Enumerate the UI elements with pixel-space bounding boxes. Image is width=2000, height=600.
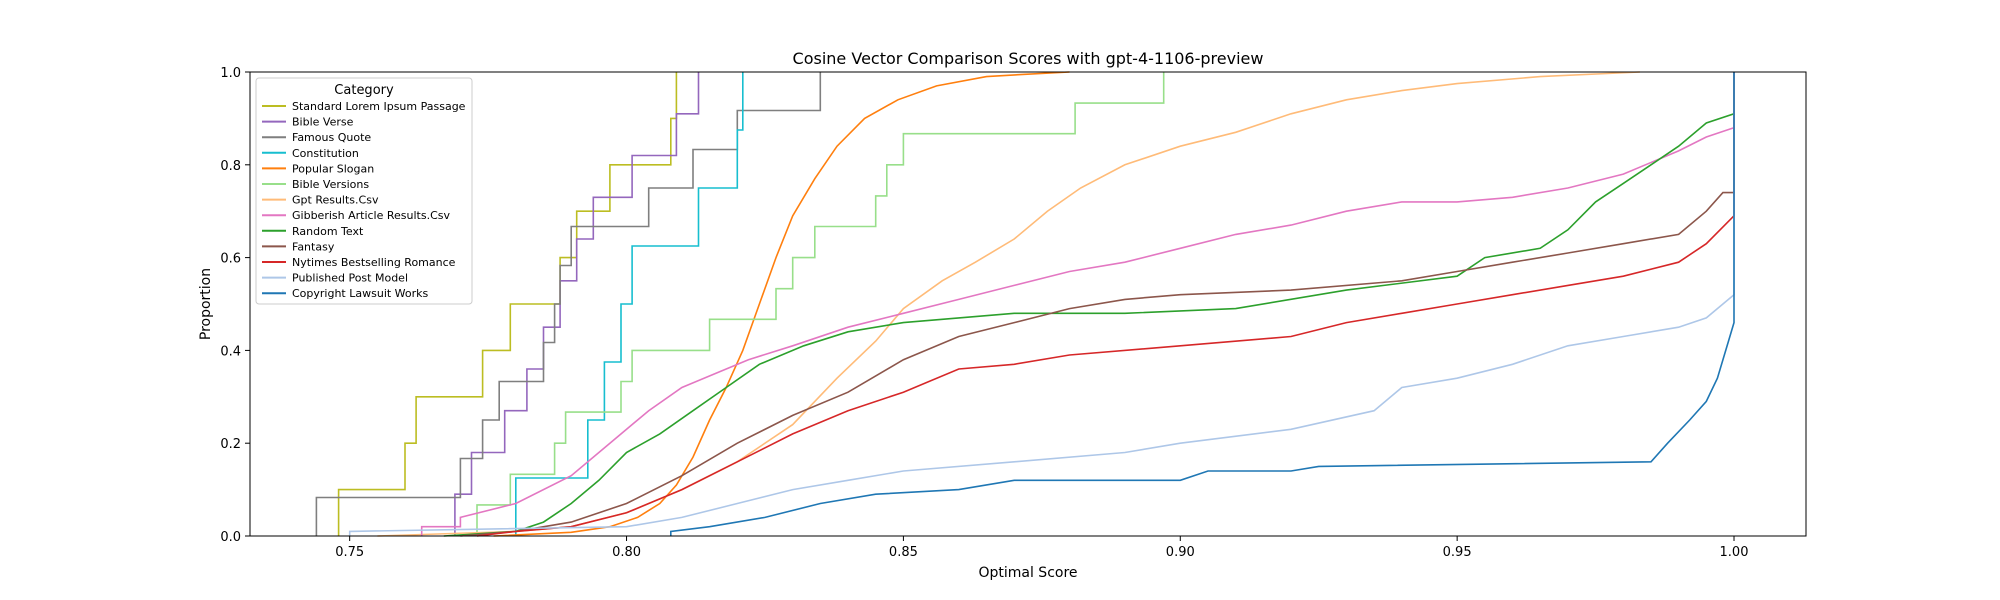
series-line-11 [476,72,1735,537]
series-line-10 [460,72,1735,537]
x-axis-label: Optimal Score [978,565,1077,581]
legend-label: Fantasy [292,240,335,253]
y-tick-label: 0.6 [220,252,241,267]
legend-label: Bible Versions [292,178,369,191]
series-line-9 [443,72,1735,537]
legend-label: Gibberish Article Results.Csv [292,209,451,222]
series-line-3 [315,72,822,536]
plot-lines [315,71,1735,537]
y-axis-label: Proportion [198,268,214,340]
legend: Category Standard Lorem Ipsum Passage Bib… [255,77,473,305]
legend-label: Copyright Lawsuit Works [292,287,429,300]
series-line-6 [476,72,1165,536]
series-line-12 [348,72,1735,536]
legend-title: Category [334,83,394,98]
legend-label: Popular Slogan [292,162,374,175]
series-line-5 [493,71,1070,537]
legend-label: Standard Lorem Ipsum Passage [292,100,466,113]
chart-title: Cosine Vector Comparison Scores with gpt… [793,49,1264,68]
x-tick-label: 0.80 [612,545,641,560]
series-line-13 [670,72,1735,536]
legend-label: Random Text [292,225,364,238]
series-line-4 [515,72,744,536]
legend-label: Gpt Results.Csv [292,194,379,207]
legend-label: Constitution [292,147,359,160]
x-tick-label: 0.90 [1166,545,1195,560]
x-tick-label: 0.85 [889,545,918,560]
legend-label: Famous Quote [292,131,371,144]
series-line-2 [454,72,700,536]
legend-box [255,77,473,305]
y-tick-label: 0.4 [220,344,241,359]
y-tick-label: 1.0 [220,66,241,81]
x-tick-label: 0.75 [335,545,364,560]
x-tick-label: 1.00 [1720,545,1749,560]
y-tick-label: 0.2 [220,437,241,452]
legend-label: Bible Verse [292,116,354,129]
y-tick-label: 0.0 [220,530,241,545]
series-line-8 [420,72,1735,536]
series-line-1 [337,72,678,536]
x-tick-label: 0.95 [1443,545,1472,560]
y-tick-label: 0.8 [220,159,241,174]
legend-label: Published Post Model [292,272,408,285]
y-axis: 0.0 0.2 0.4 0.6 0.8 1.0 [220,66,250,545]
legend-label: Nytimes Bestselling Romance [292,256,456,269]
x-axis: 0.75 0.80 0.85 0.90 0.95 1.00 [335,536,1748,560]
series-line-7 [377,71,1640,537]
plot-frame [249,71,1807,537]
